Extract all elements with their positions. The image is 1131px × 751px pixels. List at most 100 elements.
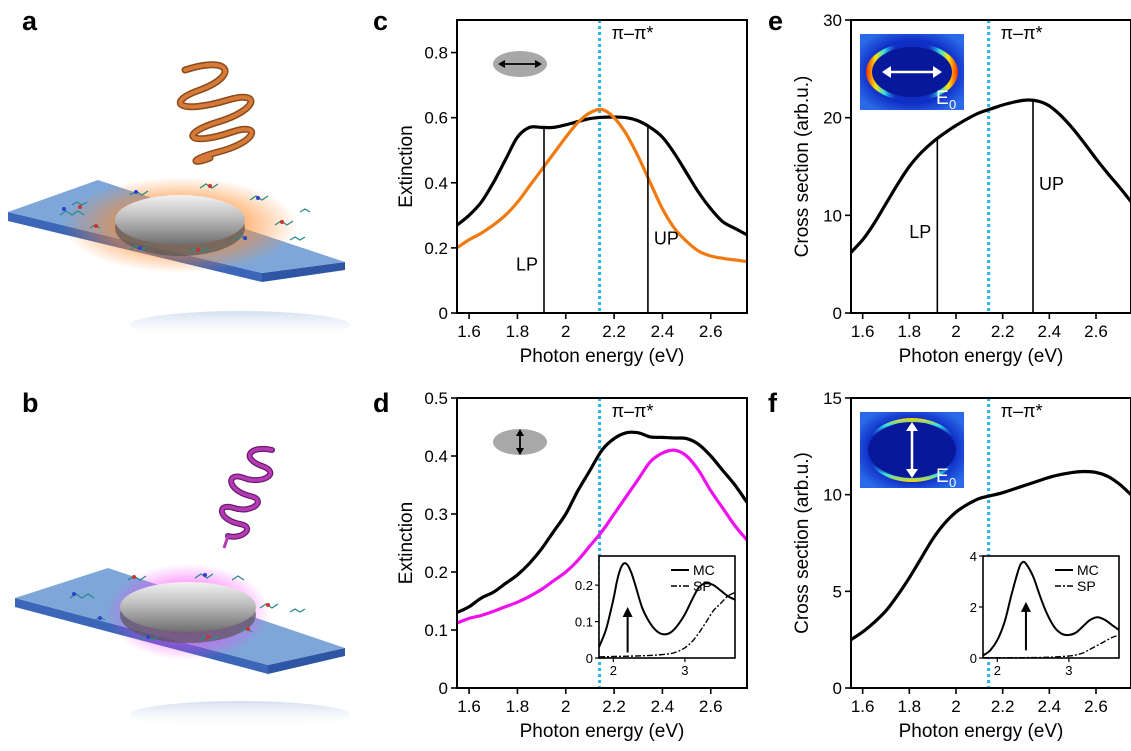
x-axis-label: Photon energy (eV) xyxy=(899,721,1064,742)
x-tick-label: 2 xyxy=(561,322,570,341)
inset-legend-sp: SP xyxy=(693,578,712,594)
panel-label-f: f xyxy=(768,388,778,418)
y-axis-label: Cross section (arb.u.) xyxy=(792,452,813,634)
x-tick-label: 1.6 xyxy=(457,697,481,716)
substrate-side xyxy=(268,648,345,674)
inset-y-tick-label: 4 xyxy=(970,549,977,564)
series-line-0 xyxy=(457,115,747,237)
y-axis-label: Extinction xyxy=(396,502,417,584)
chart-d: π–π* 1.6 1.8 2 2.2 2.4 2.6 0 0.1 0.2 0.3 0.4 0.5 Phot… xyxy=(396,389,748,742)
x-tick-label: 2 xyxy=(951,697,960,716)
y-axis-label: Extinction xyxy=(396,125,417,207)
marker-label-lp: LP xyxy=(516,255,538,275)
x-tick-label: 2.6 xyxy=(699,697,723,716)
inset-series-mc xyxy=(599,562,735,648)
x-tick-label: 1.8 xyxy=(506,697,530,716)
x-tick-label: 2.2 xyxy=(602,322,626,341)
inset-series-group xyxy=(599,562,735,658)
field-label-subscript: 0 xyxy=(949,475,956,490)
nanorod xyxy=(115,195,245,245)
y-tick-label: 5 xyxy=(833,582,842,601)
transition-label: π–π* xyxy=(612,401,654,421)
y-tick-label: 0 xyxy=(439,679,448,698)
plot-frame xyxy=(456,19,748,314)
inset-arrowhead xyxy=(1020,601,1031,612)
inset-y-tick-label: 0.1 xyxy=(575,615,593,630)
x-tick-label: 2.6 xyxy=(1084,322,1108,341)
illustration-b xyxy=(15,445,350,729)
y-tick-label: 10 xyxy=(823,486,842,505)
x-tick-label: 1.6 xyxy=(457,322,481,341)
transition-label: π–π* xyxy=(612,23,654,43)
inset-series-sp xyxy=(599,591,735,658)
series-line-0 xyxy=(851,98,1131,254)
plot-frame xyxy=(850,397,1131,689)
x-tick-label: 2.4 xyxy=(1038,322,1062,341)
chart-f: π–π* 1.6 1.8 2 2.2 2.4 2.6 0 5 10 15 Photon energy … xyxy=(792,389,1131,742)
x-tick-label: 2.4 xyxy=(1038,697,1062,716)
inset-x-tick-label: 3 xyxy=(1065,663,1072,678)
polarization-arrowheads xyxy=(516,429,524,455)
inset-background xyxy=(599,556,735,658)
inset-legend-mc: MC xyxy=(693,562,715,578)
y-tick-label: 15 xyxy=(823,389,842,408)
inset-legend-sp: SP xyxy=(1077,578,1096,594)
light-helix-orange xyxy=(176,61,256,165)
inset-series-mc xyxy=(983,560,1119,657)
chart-c: π–π* LP UP 1.6 1.8 2 2.2 2.4 2.6 0 0.2 0.4 0.6 0.8 Pho… xyxy=(396,19,748,367)
molecule-atoms xyxy=(62,184,284,252)
y-tick-label: 0.8 xyxy=(424,44,448,63)
x-tick-label: 1.6 xyxy=(851,697,875,716)
substrate-side xyxy=(262,262,345,282)
inset-background xyxy=(983,556,1119,658)
y-tick-label: 0.1 xyxy=(424,621,448,640)
x-tick-label: 1.6 xyxy=(851,322,875,341)
inset-y-tick-label: 0.2 xyxy=(575,578,593,593)
y-tick-label: 0.2 xyxy=(424,239,448,258)
y-tick-label: 0.4 xyxy=(424,174,448,193)
inset-arrowhead xyxy=(622,607,633,617)
inset-x-tick-label: 3 xyxy=(681,663,688,678)
y-tick-label: 0.5 xyxy=(424,389,448,408)
inset-y-tick-label: 0 xyxy=(970,651,977,666)
plot-frame xyxy=(850,19,1131,314)
y-tick-label: 0.3 xyxy=(424,505,448,524)
transition-label: π–π* xyxy=(1001,23,1043,43)
inset-x-tick-label: 2 xyxy=(610,663,617,678)
x-tick-label: 2.2 xyxy=(602,697,626,716)
x-tick-label: 1.8 xyxy=(898,697,922,716)
y-tick-label: 0.2 xyxy=(424,563,448,582)
field-label: E xyxy=(936,466,949,487)
y-tick-label: 0.4 xyxy=(424,447,448,466)
x-tick-label: 2.6 xyxy=(1084,697,1108,716)
series-line-0 xyxy=(851,469,1131,642)
inset-y-tick-label: 0 xyxy=(586,651,593,666)
panel-label-b: b xyxy=(22,388,39,418)
x-tick-label: 2.6 xyxy=(699,322,723,341)
panel-label-c: c xyxy=(373,6,388,36)
y-tick-label: 0 xyxy=(439,304,448,323)
x-tick-label: 2.4 xyxy=(651,322,675,341)
molecule-atoms xyxy=(72,573,270,639)
series-line-1 xyxy=(457,107,747,264)
x-tick-label: 2.2 xyxy=(991,322,1015,341)
x-axis-label: Photon energy (eV) xyxy=(520,346,685,367)
inset-series-sp xyxy=(983,634,1119,658)
transition-label: π–π* xyxy=(1001,401,1043,421)
series-group xyxy=(457,430,747,625)
light-helix-magenta xyxy=(219,445,275,549)
field-label-subscript: 0 xyxy=(949,97,956,112)
marker-label-lp: LP xyxy=(909,222,931,242)
inset-series-group xyxy=(983,560,1119,658)
y-tick-label: 0 xyxy=(833,304,842,323)
series-group xyxy=(851,98,1131,254)
panel-label-a: a xyxy=(22,6,38,36)
illustration-a xyxy=(8,61,350,339)
x-tick-label: 1.8 xyxy=(898,322,922,341)
series-group xyxy=(851,469,1131,642)
y-tick-label: 10 xyxy=(823,206,842,225)
y-tick-label: 0 xyxy=(833,679,842,698)
x-tick-label: 2.2 xyxy=(991,697,1015,716)
marker-label-up: UP xyxy=(654,229,679,249)
